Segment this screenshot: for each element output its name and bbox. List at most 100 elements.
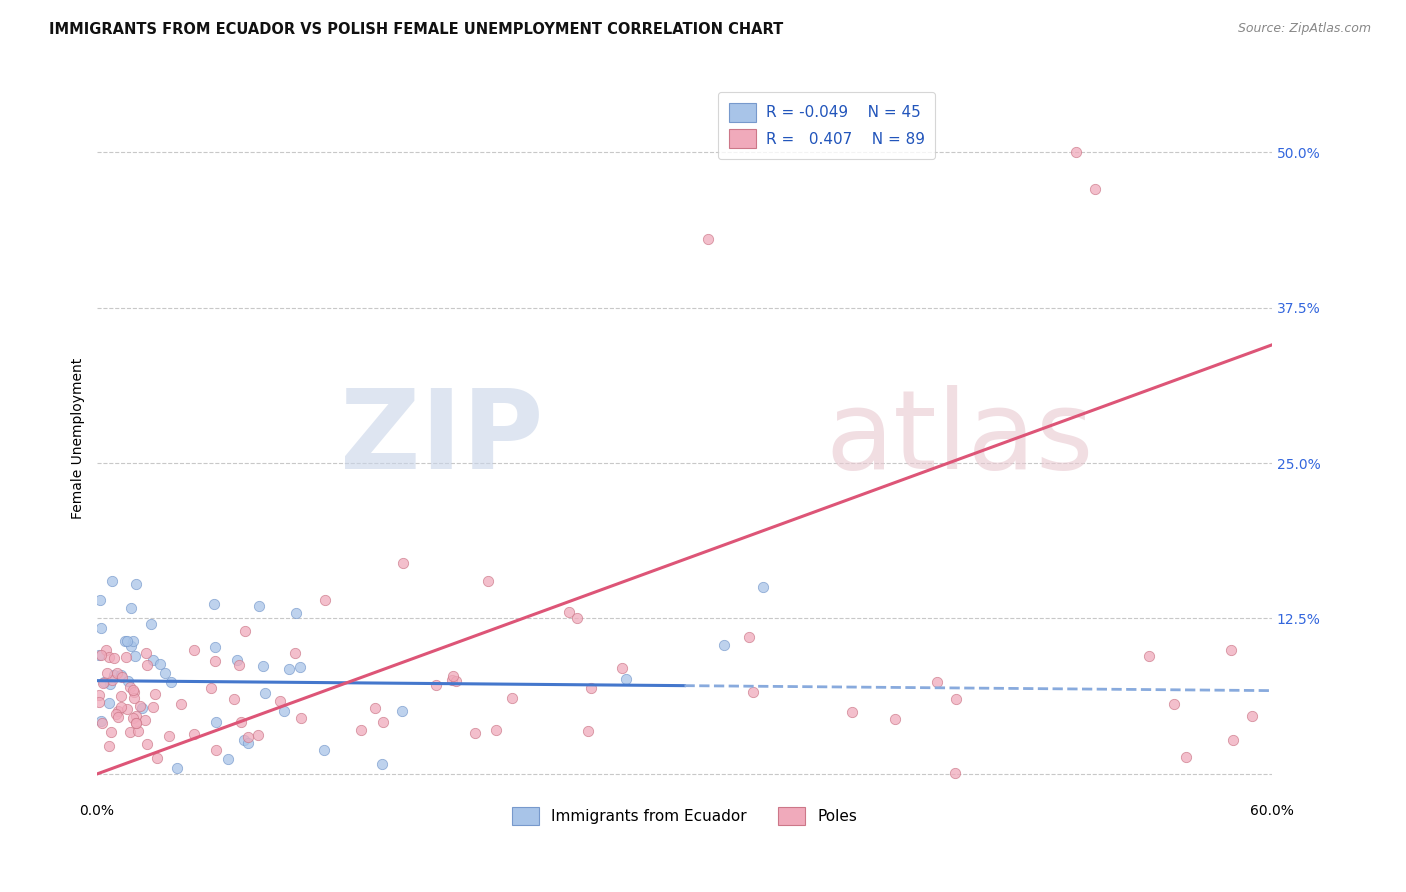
Point: [110, 699, 132, 714]
Point: [91, 716, 114, 731]
Point: [614, 672, 637, 686]
Point: [565, 611, 588, 625]
Point: [183, 643, 205, 657]
Point: [121, 683, 143, 698]
Point: [103, 668, 125, 682]
Point: [122, 711, 145, 725]
Point: [103, 651, 125, 665]
Point: [252, 659, 274, 673]
Point: [125, 715, 148, 730]
Point: [225, 653, 247, 667]
Text: Source: ZipAtlas.com: Source: ZipAtlas.com: [1237, 22, 1371, 36]
Point: [205, 743, 228, 757]
Point: [425, 677, 447, 691]
Point: [117, 673, 139, 688]
Point: [110, 689, 132, 703]
Point: [312, 742, 335, 756]
Point: [87, 688, 110, 702]
Point: [135, 646, 157, 660]
Point: [115, 634, 138, 648]
Point: [120, 600, 142, 615]
Point: [122, 685, 145, 699]
Text: IMMIGRANTS FROM ECUADOR VS POLISH FEMALE UNEMPLOYMENT CORRELATION CHART: IMMIGRANTS FROM ECUADOR VS POLISH FEMALE…: [49, 22, 783, 37]
Point: [288, 660, 311, 674]
Point: [464, 726, 486, 740]
Point: [943, 765, 966, 780]
Point: [101, 574, 124, 589]
Point: [125, 715, 148, 730]
Point: [97, 650, 120, 665]
Point: [841, 705, 863, 719]
Point: [285, 606, 308, 620]
Point: [183, 726, 205, 740]
Point: [254, 686, 277, 700]
Point: [246, 727, 269, 741]
Legend: Immigrants from Ecuador, Poles: Immigrants from Ecuador, Poles: [502, 797, 866, 835]
Point: [107, 709, 129, 723]
Point: [477, 574, 499, 589]
Point: [1241, 709, 1264, 723]
Point: [143, 687, 166, 701]
Point: [610, 661, 633, 675]
Point: [129, 698, 152, 713]
Point: [120, 639, 142, 653]
Point: [236, 730, 259, 744]
Point: [142, 653, 165, 667]
Point: [90, 648, 112, 663]
Point: [576, 724, 599, 739]
Point: [1064, 145, 1087, 159]
Point: [94, 642, 117, 657]
Point: [738, 630, 761, 644]
Point: [1175, 750, 1198, 764]
Point: [117, 702, 139, 716]
Point: [124, 649, 146, 664]
Point: [122, 634, 145, 648]
Point: [269, 694, 291, 708]
Point: [98, 677, 121, 691]
Point: [1137, 648, 1160, 663]
Point: [118, 680, 141, 694]
Text: atlas: atlas: [825, 384, 1094, 491]
Point: [370, 757, 392, 772]
Point: [558, 605, 581, 619]
Point: [90, 714, 112, 728]
Point: [273, 704, 295, 718]
Point: [98, 739, 121, 753]
Point: [231, 714, 253, 729]
Point: [696, 232, 718, 246]
Point: [217, 752, 239, 766]
Point: [1084, 182, 1107, 196]
Point: [134, 713, 156, 727]
Point: [1163, 697, 1185, 711]
Point: [118, 724, 141, 739]
Point: [157, 729, 180, 743]
Point: [107, 704, 129, 718]
Point: [89, 592, 111, 607]
Point: [579, 681, 602, 695]
Point: [236, 736, 259, 750]
Point: [249, 599, 271, 613]
Point: [100, 725, 122, 739]
Point: [146, 751, 169, 765]
Point: [135, 657, 157, 672]
Point: [364, 701, 387, 715]
Point: [444, 673, 467, 688]
Point: [371, 715, 394, 730]
Point: [153, 665, 176, 680]
Point: [228, 657, 250, 672]
Point: [166, 761, 188, 775]
Point: [111, 670, 134, 684]
Point: [204, 654, 226, 668]
Point: [125, 708, 148, 723]
Point: [752, 580, 775, 594]
Point: [284, 646, 307, 660]
Point: [713, 638, 735, 652]
Point: [141, 617, 163, 632]
Point: [125, 576, 148, 591]
Point: [441, 669, 464, 683]
Point: [391, 704, 413, 718]
Point: [927, 675, 949, 690]
Point: [232, 732, 254, 747]
Point: [115, 649, 138, 664]
Point: [501, 691, 523, 706]
